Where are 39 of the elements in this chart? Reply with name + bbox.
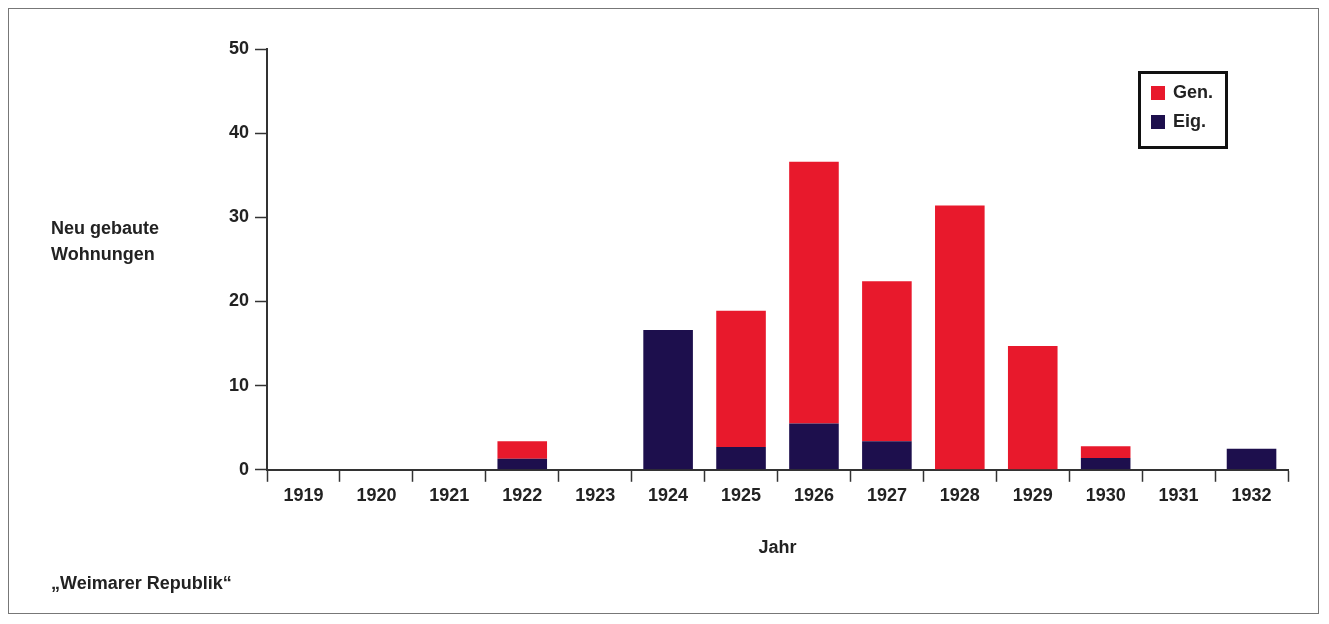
bar — [935, 205, 985, 470]
bar — [716, 310, 766, 448]
x-tick-label: 1928 — [939, 484, 980, 505]
y-tick-label: 40 — [228, 122, 249, 143]
y-axis-title: Neu gebaute Wohnungen — [51, 217, 160, 264]
bar — [643, 330, 693, 470]
x-tick-label: 1932 — [1231, 484, 1272, 505]
x-tick-label: 1929 — [1012, 484, 1053, 505]
bar — [862, 281, 912, 442]
y-tick-label: 0 — [238, 458, 249, 479]
x-axis-title: Jahr — [758, 537, 797, 558]
bar — [497, 441, 548, 459]
x-tick-label: 1930 — [1085, 484, 1126, 505]
bar — [497, 458, 548, 470]
bar — [1080, 446, 1131, 459]
bar — [789, 161, 839, 424]
x-tick-label: 1931 — [1158, 484, 1199, 505]
x-tick-label: 1920 — [356, 484, 397, 505]
bar — [716, 447, 766, 470]
bar — [789, 423, 839, 470]
x-tick-label: 1921 — [429, 484, 470, 505]
x-tick-label: 1925 — [721, 484, 762, 505]
bar — [862, 441, 912, 470]
y-tick-label: 10 — [228, 374, 249, 395]
x-tick-label: 1926 — [793, 484, 834, 505]
x-tick-label: 1919 — [283, 484, 324, 505]
legend-label: Gen. — [1172, 82, 1213, 103]
x-tick-label: 1924 — [648, 484, 689, 505]
x-tick-label: 1922 — [502, 484, 543, 505]
bar — [1080, 458, 1131, 470]
y-tick-label: 50 — [228, 37, 249, 58]
legend-label: Eig. — [1172, 111, 1206, 132]
text: „Weimarer Republik“ — [51, 572, 232, 593]
x-tick-label: 1927 — [866, 484, 907, 505]
x-tick-label: 1923 — [575, 484, 616, 505]
y-tick-label: 30 — [228, 206, 249, 227]
bar — [1007, 346, 1058, 470]
bar — [1226, 448, 1277, 470]
y-tick-label: 20 — [228, 290, 249, 311]
